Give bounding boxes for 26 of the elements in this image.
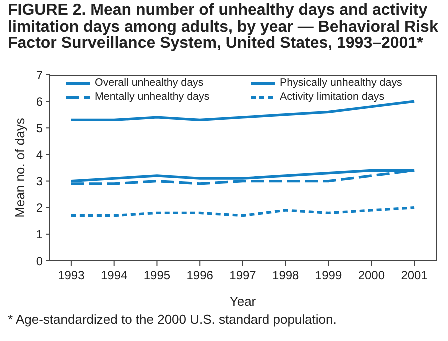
x-tick-label: 1995 xyxy=(144,268,171,283)
legend-label: Activity limitation days xyxy=(280,91,385,104)
y-tick-label: 5 xyxy=(36,121,44,136)
x-axis-title: Year xyxy=(230,294,257,309)
legend-label: Physically unhealthy days xyxy=(280,77,402,90)
y-tick-label: 1 xyxy=(36,228,44,242)
x-tick-label: 1997 xyxy=(230,268,257,283)
y-axis-title: Mean no. of days xyxy=(12,118,28,218)
y-tick-label: 6 xyxy=(36,94,44,109)
x-tick-label: 1999 xyxy=(315,268,342,283)
y-tick-label: 7 xyxy=(36,68,44,82)
x-tick-label: 1996 xyxy=(186,268,214,283)
chart-title: FIGURE 2. Mean number of unhealthy days and activity limitation days among adults, by year — Behavioral Risk Factor Surveillance System, United States, 1993–2001* xyxy=(8,2,440,52)
x-tick-label: 1993 xyxy=(58,268,86,283)
x-tick-label: 2000 xyxy=(358,268,386,283)
y-tick-label: 4 xyxy=(36,148,44,162)
y-tick-label: 3 xyxy=(36,174,44,189)
x-tick-label: 1998 xyxy=(272,268,300,283)
legend-label: Mentally unhealthy days xyxy=(95,91,210,104)
x-tick-label: 1994 xyxy=(100,268,128,283)
line-series xyxy=(70,206,416,218)
text: * Age-standardized to the 2000 U.S. standard population. xyxy=(8,312,337,327)
y-tick-label: 2 xyxy=(36,201,44,216)
y-tick-label: 0 xyxy=(36,254,44,268)
legend-label: Overall unhealthy days xyxy=(95,77,204,90)
x-tick-label: 2001 xyxy=(401,268,428,283)
